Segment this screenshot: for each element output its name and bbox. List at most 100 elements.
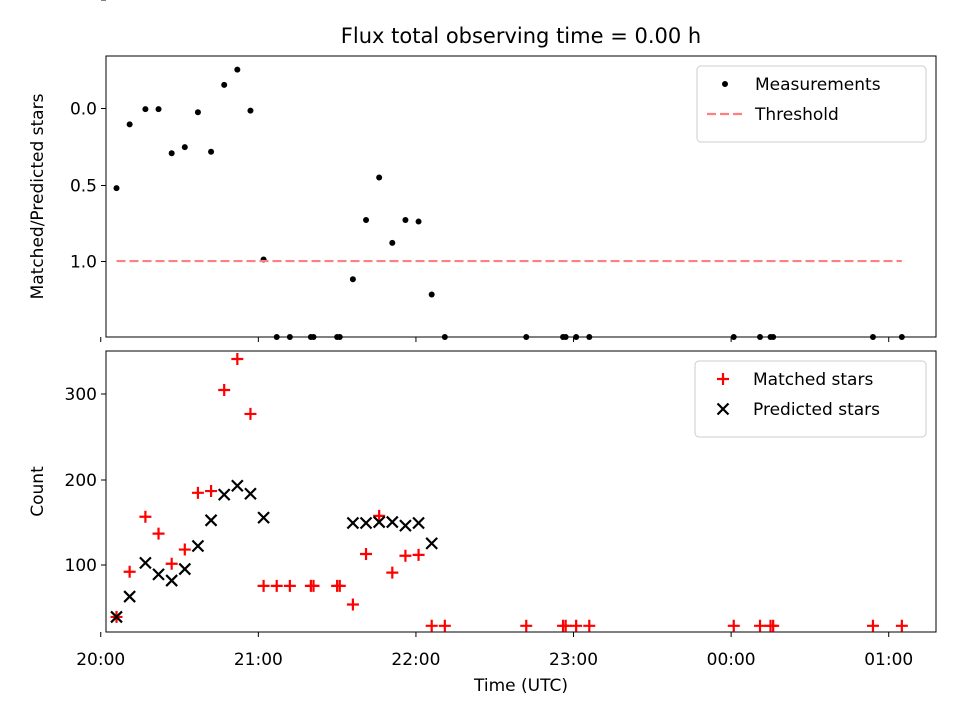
- data-point: [286, 334, 293, 340]
- data-point: [270, 579, 283, 592]
- data-point: [898, 334, 905, 340]
- series-matched-stars: [110, 352, 908, 632]
- data-point: [257, 511, 270, 524]
- data-point: [123, 565, 136, 578]
- data-point: [372, 515, 386, 529]
- legend-label: Matched stars: [753, 370, 873, 390]
- data-point: [386, 566, 399, 579]
- data-point: [412, 548, 425, 561]
- x-tick-label: 20:00: [76, 650, 125, 670]
- data-point: [123, 590, 136, 603]
- data-point: [389, 239, 396, 246]
- data-point: [402, 217, 409, 224]
- x-tick-label: 22:00: [391, 650, 440, 670]
- data-point: [178, 562, 192, 576]
- data-point: [570, 619, 583, 632]
- data-point: [866, 619, 879, 632]
- legend-label: Predicted stars: [753, 400, 880, 420]
- data-point: [181, 144, 188, 151]
- legend-box: [696, 65, 927, 143]
- data-point: [346, 598, 359, 611]
- y-tick-label: 1.5: [70, 0, 97, 5]
- data-point: [126, 121, 133, 128]
- axes-frame: [105, 350, 937, 633]
- data-point: [869, 334, 876, 340]
- data-point: [155, 106, 162, 113]
- data-point: [770, 334, 777, 340]
- series-measurements: [113, 66, 905, 340]
- data-point: [152, 568, 165, 581]
- data-point: [441, 334, 448, 340]
- data-point: [165, 557, 178, 570]
- legend: Measurements Threshold: [696, 65, 927, 143]
- data-point: [244, 407, 257, 420]
- data-point: [165, 574, 178, 587]
- data-point: [139, 556, 152, 570]
- data-point: [307, 579, 320, 592]
- data-point: [191, 486, 204, 499]
- legend-swatch: [717, 373, 729, 385]
- data-point: [349, 276, 356, 283]
- data-point: [217, 488, 231, 501]
- legend-box: [694, 360, 927, 438]
- data-point: [573, 334, 580, 340]
- data-point: [386, 515, 399, 529]
- data-point: [586, 334, 593, 340]
- x-tick-label: 21:00: [234, 650, 283, 670]
- x-tick-label: 00:00: [707, 650, 756, 670]
- legend: Matched stars Predicted stars: [694, 360, 927, 438]
- data-point: [310, 334, 317, 340]
- data-point: [562, 334, 569, 340]
- data-point: [415, 218, 422, 225]
- data-point: [336, 334, 343, 340]
- data-point: [359, 516, 373, 530]
- data-point: [425, 619, 438, 632]
- data-point: [559, 619, 572, 632]
- data-point: [168, 150, 175, 157]
- data-point: [142, 106, 149, 113]
- data-point: [727, 619, 740, 632]
- data-point: [152, 527, 165, 540]
- data-point: [194, 109, 201, 116]
- data-point: [754, 619, 767, 632]
- data-point: [757, 334, 764, 340]
- data-point: [204, 514, 218, 527]
- data-point: [520, 619, 533, 632]
- y-tick-label: 200: [65, 471, 97, 491]
- data-point: [767, 619, 780, 632]
- series-predicted-stars: [110, 479, 438, 624]
- data-point: [523, 334, 530, 340]
- data-point: [373, 509, 386, 522]
- y-tick-label: 100: [65, 556, 97, 576]
- data-point: [191, 539, 205, 553]
- axes-frame: [105, 55, 937, 338]
- data-point: [376, 174, 383, 181]
- legend-label: Threshold: [754, 105, 839, 125]
- data-point: [178, 543, 191, 556]
- data-point: [218, 384, 231, 397]
- y-axis-label: Count: [28, 466, 48, 517]
- data-point: [208, 148, 215, 155]
- data-point: [399, 549, 412, 562]
- data-point: [438, 619, 451, 632]
- chart-title: Flux total observing time = 0.00 h: [341, 24, 701, 48]
- panel-2: 20:00 21:00 22:00 23:00 00:00 01:00 100 200 300 C…: [28, 350, 937, 696]
- x-tick-label: 23:00: [549, 650, 598, 670]
- y-tick-label: 0.0: [70, 100, 97, 120]
- data-point: [730, 334, 737, 340]
- data-point: [221, 81, 228, 88]
- y-axis-label: Matched/Predicted stars: [28, 93, 48, 299]
- legend-label: Measurements: [755, 75, 881, 95]
- data-point: [399, 519, 412, 532]
- y-tick-label: 0.5: [70, 177, 97, 197]
- data-point: [257, 579, 270, 592]
- y-tick-label: 1.0: [70, 253, 97, 273]
- data-point: [244, 487, 257, 500]
- data-point: [231, 479, 244, 493]
- data-point: [425, 537, 438, 550]
- data-point: [895, 619, 908, 632]
- data-point: [205, 485, 218, 498]
- legend-swatch: [716, 402, 730, 416]
- data-point: [412, 516, 425, 530]
